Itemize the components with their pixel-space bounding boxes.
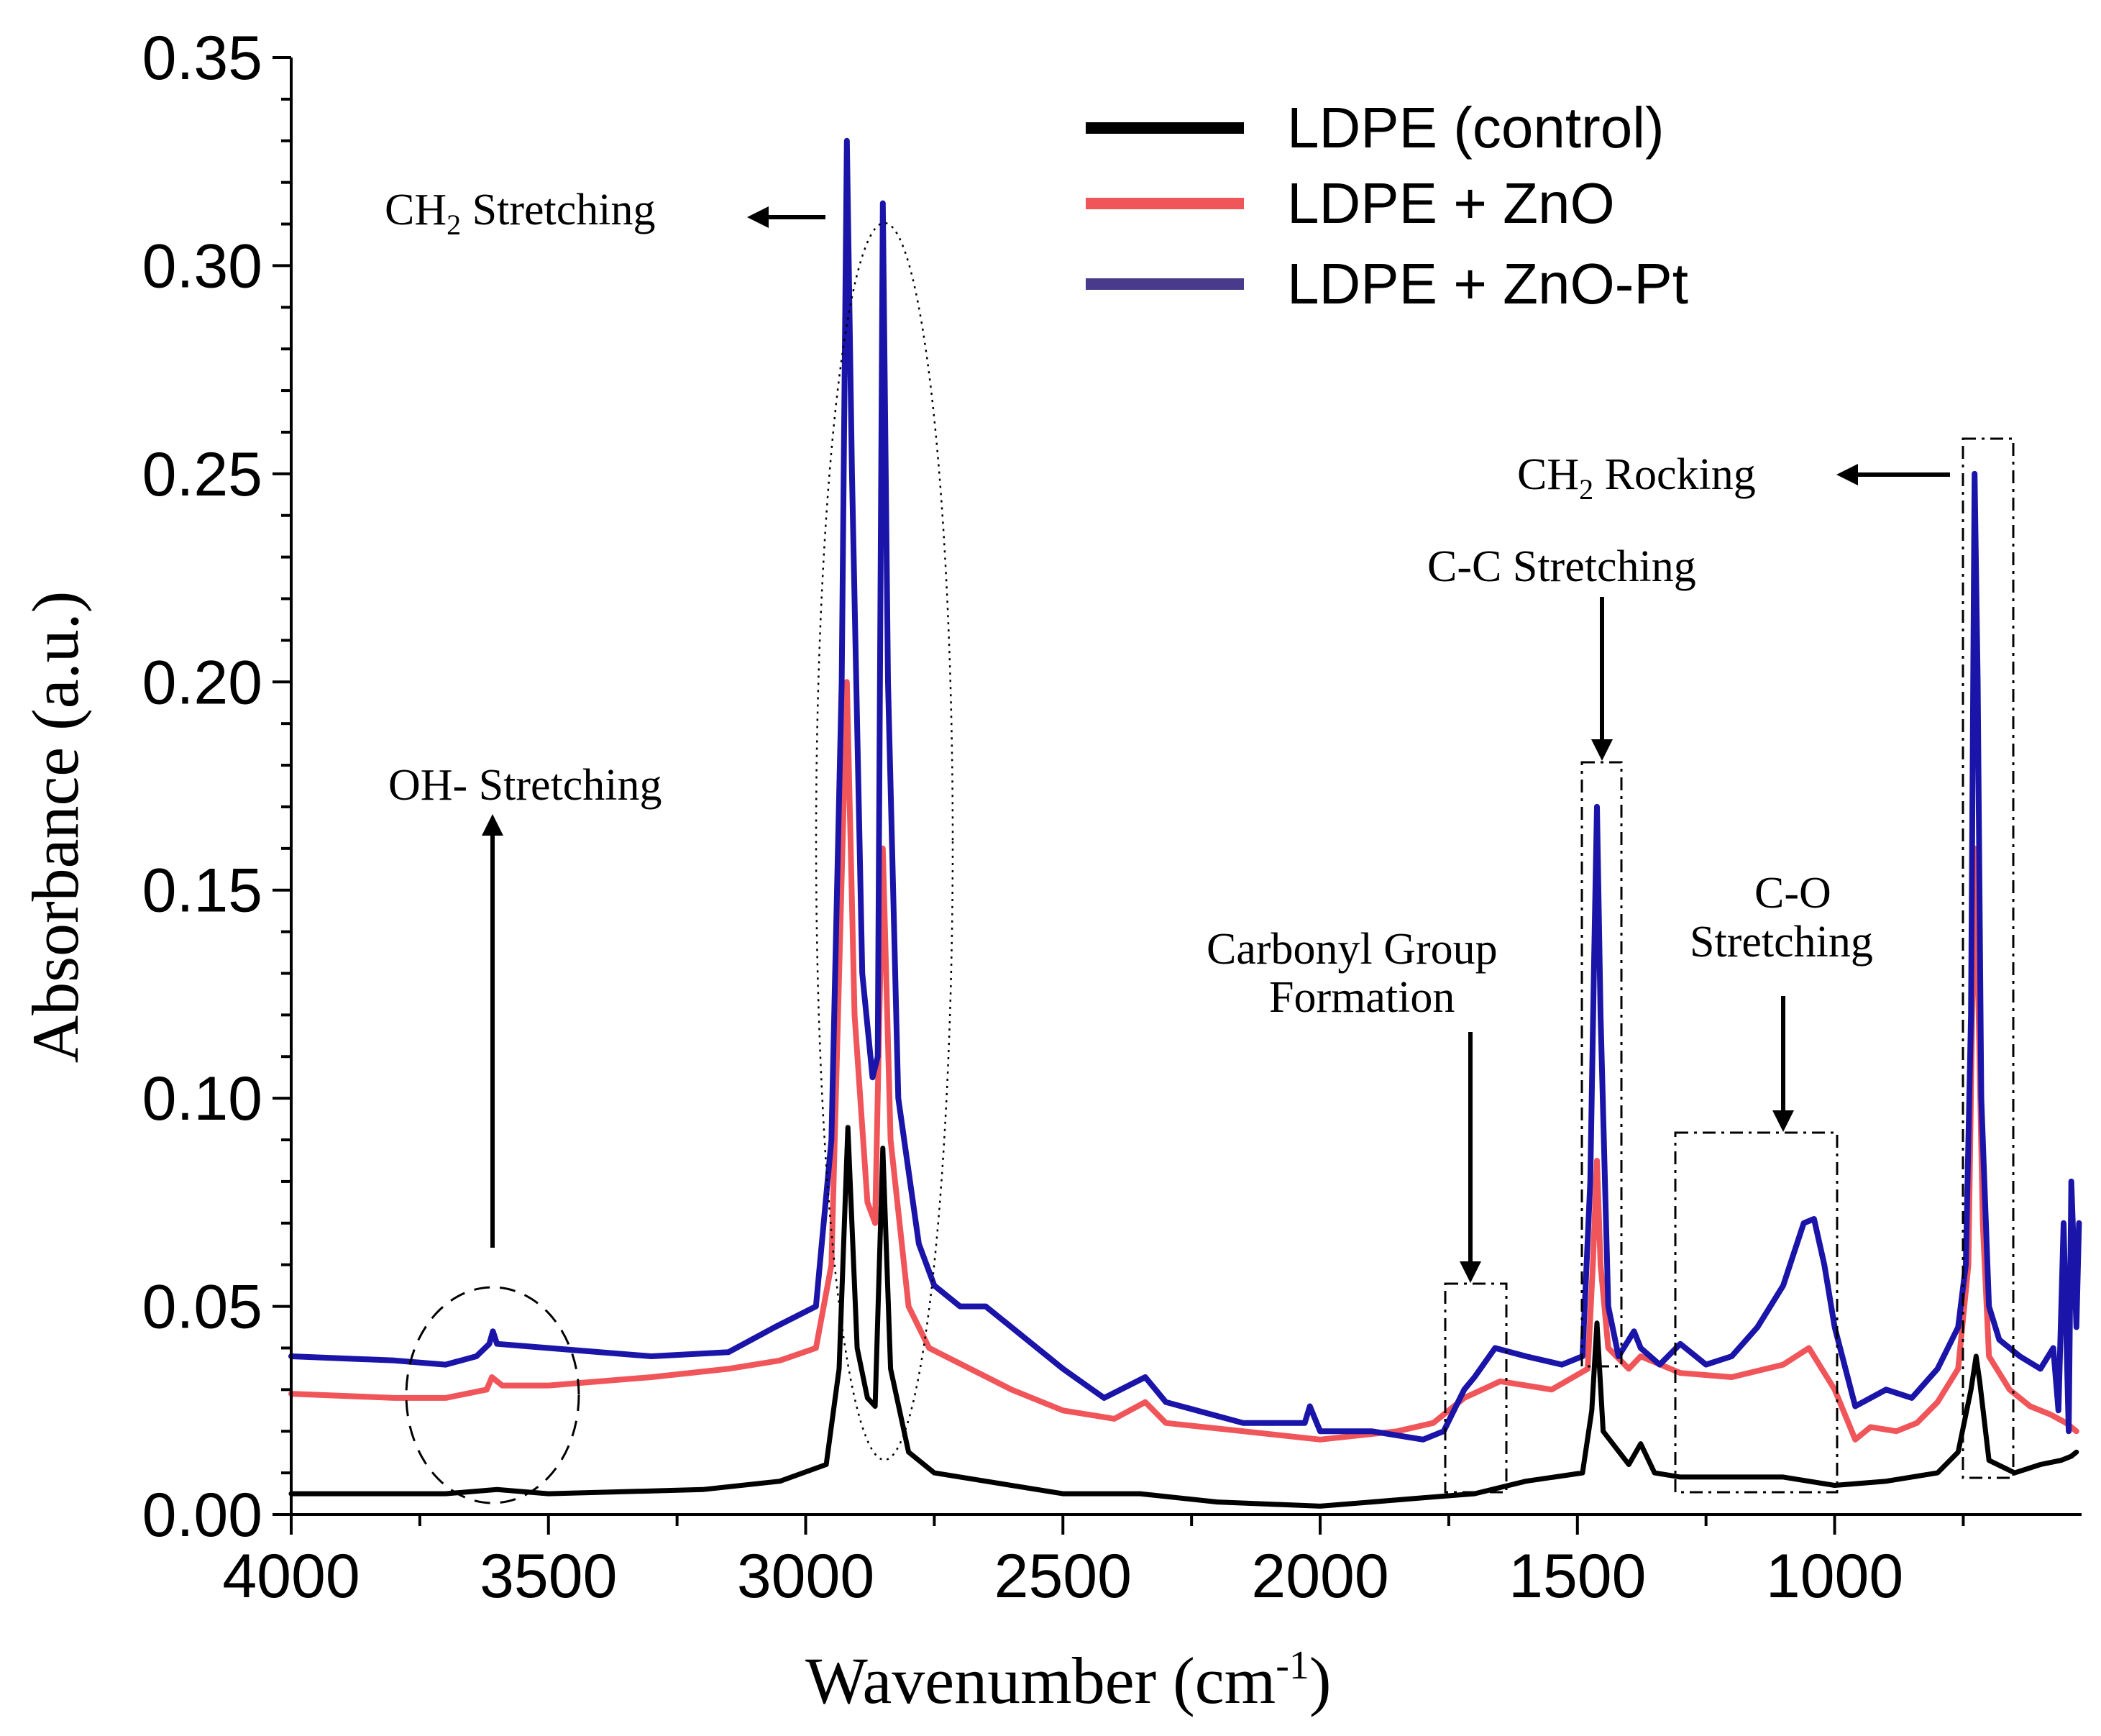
cc-stretching-label: C-C Stretching	[1427, 542, 1696, 591]
y-tick-label: 0.30	[142, 232, 262, 301]
y-tick-label: 0.15	[142, 856, 262, 926]
co-label-1: C-O	[1754, 869, 1831, 918]
legend-label-zno: LDPE + ZnO	[1287, 171, 1615, 235]
y-axis-title: Absorbance (a.u.)	[19, 591, 92, 1064]
series-line-2	[288, 137, 2082, 1443]
oh-ellipse	[405, 1286, 580, 1504]
x-tick-label: 3500	[480, 1542, 617, 1611]
carbonyl-label-1: Carbonyl Group	[1207, 925, 1498, 974]
y-tick-label: 0.20	[142, 648, 262, 717]
legend-label-control: LDPE (control)	[1287, 96, 1665, 160]
legend: LDPE (control) LDPE + ZnO LDPE + ZnO-Pt	[1086, 96, 1688, 316]
co-box	[1674, 1131, 1839, 1494]
x-tick-label: 1000	[1766, 1542, 1903, 1611]
plot-area: 0.00 0.05 0.10 0.15 0.20 0.25 0.30 0.35 4000 3500…	[142, 24, 2082, 1611]
carbonyl-label-2: Formation	[1269, 973, 1455, 1022]
ch2-rocking-label: CH2 Rocking	[1517, 450, 1756, 506]
series-line-0	[288, 1125, 2079, 1509]
cc-box	[1580, 761, 1623, 1368]
annotation-texts: CH2 Stretching OH- Stretching Carbonyl G…	[385, 186, 1873, 1022]
x-tick-label: 3000	[737, 1542, 874, 1611]
carbonyl-box	[1444, 1282, 1508, 1494]
y-tick-label: 0.25	[142, 440, 262, 509]
series-group	[288, 137, 2082, 1509]
series-line-1	[288, 679, 2079, 1443]
x-tick-label: 2500	[994, 1542, 1132, 1611]
x-tick-label: 1500	[1509, 1542, 1646, 1611]
y-tick-label: 0.05	[142, 1273, 262, 1342]
annotation-shapes	[405, 221, 2015, 1504]
annotation-arrows	[482, 206, 1950, 1283]
co-label-2: Stretching	[1690, 918, 1873, 967]
rocking-box	[1962, 437, 2015, 1479]
oh-stretching-label: OH- Stretching	[388, 761, 662, 810]
legend-label-znopt: LDPE + ZnO-Pt	[1287, 252, 1688, 316]
y-tick-label: 0.35	[142, 24, 262, 93]
y-tick-label: 0.10	[142, 1064, 262, 1133]
x-tick-label: 2000	[1251, 1542, 1388, 1611]
ch2-stretching-label: CH2 Stretching	[385, 186, 655, 241]
x-tick-label: 4000	[222, 1542, 360, 1611]
ch2-stretch-ellipse	[815, 221, 954, 1461]
x-axis-title: Wavenumber (cm-1)	[805, 1643, 1332, 1717]
y-tick-label: 0.00	[142, 1481, 262, 1550]
